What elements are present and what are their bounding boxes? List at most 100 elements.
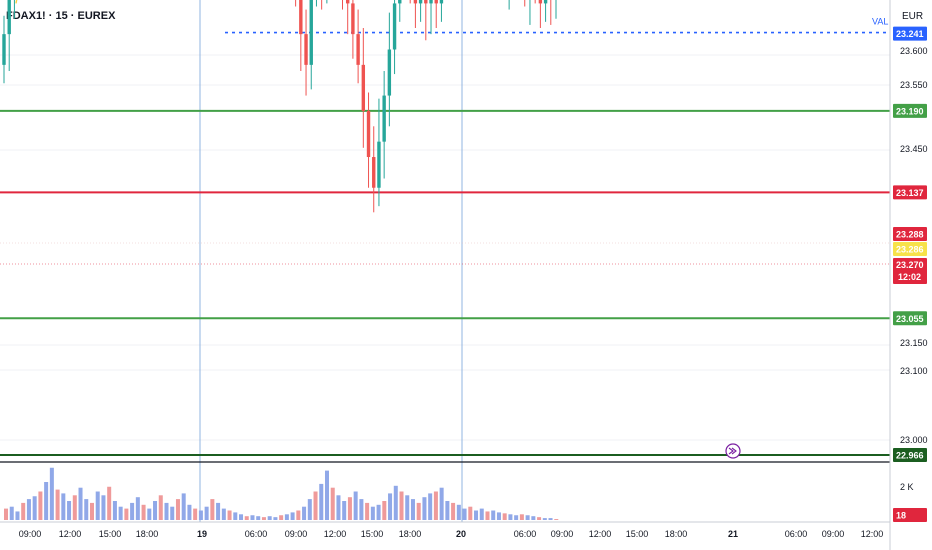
level-tag: 22.966 [896,451,924,461]
volume-bar [462,508,467,520]
volume-bar [428,493,433,520]
volume-bar [313,491,318,520]
volume-bar [445,501,450,520]
candle [382,95,386,142]
volume-profile-lines: VAHPOCVAL [0,17,890,265]
volume-bar [370,506,375,520]
time-tick: 18:00 [399,529,422,539]
volume-bar [101,495,106,520]
candle [2,34,6,65]
level-tag-bg [893,185,927,200]
time-axis[interactable]: 09:00 12:00 15:00 18:00 19 06:00 09:00 12:00 15:… [19,529,884,539]
time-tick: 18:00 [136,529,159,539]
symbol-title[interactable]: FDAX1! · 15 · EUREX [6,10,116,22]
time-tick: 12:00 [59,529,82,539]
volume-bar [537,517,542,520]
volume-bar [239,514,244,520]
volume-bar [233,512,238,520]
currency-label[interactable]: EUR [902,11,924,22]
high-tag-bg [893,227,927,241]
volume-bar [4,508,9,520]
time-tick: 20 [456,529,466,539]
volume-bar [456,504,461,520]
volume-bar [170,506,175,520]
price-tick: 23.150 [900,338,928,348]
volume-bar [496,512,501,520]
session-separators [199,0,463,522]
level-tag: 23.055 [896,314,924,324]
poc-tag-bg [893,242,927,256]
volume-bar [554,519,559,520]
level-tag-bg [893,103,927,118]
volume-bar [416,502,421,520]
volume-bar [284,514,289,520]
volume-bar [342,501,347,520]
price-tick: 23.450 [900,144,928,154]
time-tick: 06:00 [785,529,808,539]
vwap-path [15,0,18,4]
volume-bar [468,506,473,520]
current-price-bg [893,258,927,284]
volume-bar [55,489,60,520]
volume-bar [9,506,14,520]
volume-tag-bg [893,508,927,522]
price-tick: 23.600 [900,46,928,56]
volume-bar [359,499,364,520]
time-tick: 09:00 [822,529,845,539]
price-axis[interactable]: 23.600 23.550 23.450 23.150 23.100 23.000 2 K [900,46,928,492]
volume-bar [405,495,410,520]
jump-to-realtime-icon[interactable] [725,443,741,459]
volume-bar [38,491,43,520]
level-tag: 23.137 [896,188,924,198]
volume-bar [244,516,249,520]
volume-bar [198,510,203,520]
volume-bars [4,467,559,520]
volume-bar [158,495,163,520]
volume-bar [422,497,427,520]
volume-bar [193,508,198,520]
volume-bar [399,491,404,520]
time-tick: 06:00 [245,529,268,539]
time-tick: 12:00 [589,529,612,539]
time-tick: 15:00 [99,529,122,539]
candle [309,0,313,65]
volume-bar [324,470,330,520]
volume-bar [26,499,31,520]
volume-bar [15,511,20,520]
price-tick: 23.000 [900,435,928,445]
volume-bar [267,516,272,520]
volume-bar [175,499,180,520]
volume-bar [296,510,301,520]
volume-bar [519,514,524,520]
volume-bar [474,510,479,520]
volume-bar [181,493,186,520]
candle [398,0,402,4]
volume-bar [365,502,370,520]
volume-tag: 18 [896,511,906,521]
volume-bar [502,513,507,520]
volume-bar [216,502,221,520]
poc-tag: 23.286 [896,245,924,255]
candle [413,0,418,4]
volume-bar [227,510,232,520]
volume-bar [124,508,129,520]
volume-bar [84,499,89,520]
volume-bar [204,506,209,520]
volume-bar [250,515,255,520]
time-tick: 15:00 [361,529,384,539]
volume-bar [32,496,37,520]
grid-layer [0,54,890,441]
candle [429,0,433,4]
time-tick: 12:00 [861,529,884,539]
candle [372,157,376,188]
candle [543,0,548,4]
time-tick: 09:00 [285,529,308,539]
time-tick: 19 [197,529,207,539]
volume-bar [531,516,536,520]
volume-bar [491,510,496,520]
volume-bar [78,487,83,520]
candle [387,49,392,96]
volume-bar [542,518,547,520]
volume-bar [279,515,284,520]
